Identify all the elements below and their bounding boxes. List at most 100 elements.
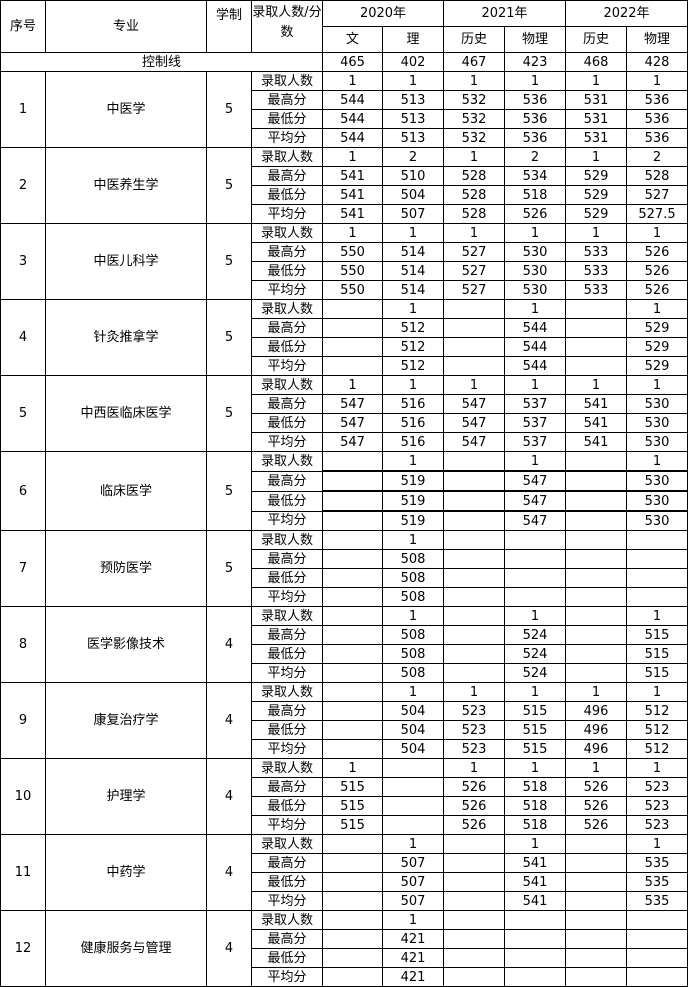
score-cell: 541 bbox=[322, 204, 383, 224]
score-cell: 526 bbox=[565, 777, 627, 797]
score-cell bbox=[443, 663, 505, 683]
row-no: 4 bbox=[0, 299, 46, 376]
header-no: 序号 bbox=[0, 0, 46, 53]
header-subject: 理 bbox=[382, 26, 444, 53]
score-cell bbox=[322, 872, 383, 892]
score-cell: 512 bbox=[382, 337, 444, 357]
header-year-2021: 2021年 bbox=[443, 0, 566, 27]
score-cell: 529 bbox=[626, 356, 688, 376]
score-cell: 523 bbox=[626, 815, 688, 835]
score-cell bbox=[322, 356, 383, 376]
row-major: 中医儿科学 bbox=[45, 223, 207, 300]
score-cell bbox=[382, 796, 444, 816]
table-row: 9 康复治疗学 4 录取人数 1 1 1 1 1 bbox=[0, 682, 688, 759]
score-cell: 530 bbox=[626, 490, 688, 512]
score-cell: 512 bbox=[626, 701, 688, 721]
row-metric-label: 录取人数 bbox=[251, 758, 323, 778]
score-cell: 547 bbox=[322, 394, 383, 414]
score-cell: 529 bbox=[565, 204, 627, 224]
score-cell: 516 bbox=[382, 394, 444, 414]
score-cell bbox=[443, 470, 505, 492]
score-cell: 530 bbox=[626, 470, 688, 492]
score-cell: 1 bbox=[565, 682, 627, 702]
row-metric-label: 录取人数 bbox=[251, 223, 323, 243]
score-cell: 524 bbox=[504, 663, 566, 683]
table-row: 平均分 508 524 515 bbox=[1, 663, 688, 683]
score-cell bbox=[443, 644, 505, 664]
score-cell: 527 bbox=[443, 261, 505, 281]
score-cell: 534 bbox=[504, 166, 566, 186]
row-years: 4 bbox=[206, 910, 252, 987]
row-no: 12 bbox=[0, 910, 46, 987]
score-cell: 536 bbox=[504, 109, 566, 129]
score-cell: 515 bbox=[504, 720, 566, 740]
score-cell bbox=[565, 510, 627, 531]
row-metric-label: 录取人数 bbox=[251, 834, 323, 854]
score-cell: 541 bbox=[504, 853, 566, 873]
score-cell: 512 bbox=[626, 720, 688, 740]
score-cell: 504 bbox=[382, 185, 444, 205]
header-row-subjects: 文 理 历史 物理 历史 物理 bbox=[1, 26, 688, 53]
score-cell: 516 bbox=[382, 432, 444, 452]
row-metric-label: 平均分 bbox=[251, 356, 323, 376]
score-cell: 523 bbox=[626, 796, 688, 816]
table-row: 平均分 550 514 527 530 533 526 bbox=[1, 280, 688, 300]
score-cell bbox=[626, 549, 688, 569]
header-year-2022: 2022年 bbox=[565, 0, 688, 27]
score-cell bbox=[504, 549, 566, 569]
table-row: 5 中西医临床医学 5 录取人数 1 1 1 1 1 1 bbox=[0, 375, 688, 452]
score-cell: 544 bbox=[322, 128, 383, 148]
score-cell: 508 bbox=[382, 587, 444, 607]
score-cell bbox=[443, 337, 505, 357]
score-cell: 1 bbox=[626, 299, 688, 319]
row-metric-label: 最高分 bbox=[251, 777, 323, 797]
score-cell: 507 bbox=[382, 872, 444, 892]
score-cell: 1 bbox=[504, 682, 566, 702]
row-years: 4 bbox=[206, 758, 252, 835]
score-cell: 547 bbox=[322, 432, 383, 452]
score-cell: 530 bbox=[504, 261, 566, 281]
score-cell: 1 bbox=[322, 223, 383, 243]
score-cell: 1 bbox=[565, 147, 627, 167]
score-cell: 1 bbox=[322, 147, 383, 167]
score-cell: 547 bbox=[504, 470, 566, 492]
score-cell bbox=[322, 510, 383, 531]
score-cell: 544 bbox=[322, 109, 383, 129]
row-metric-label: 平均分 bbox=[251, 891, 323, 911]
score-cell bbox=[504, 587, 566, 607]
score-cell: 1 bbox=[322, 758, 383, 778]
table-row: 平均分 547 516 547 537 541 530 bbox=[1, 432, 688, 452]
score-cell: 536 bbox=[504, 128, 566, 148]
score-cell: 1 bbox=[626, 223, 688, 243]
row-metric-label: 最低分 bbox=[251, 337, 323, 357]
score-cell: 508 bbox=[382, 644, 444, 664]
score-cell: 515 bbox=[504, 701, 566, 721]
row-metric-label: 最低分 bbox=[251, 720, 323, 740]
score-cell bbox=[322, 929, 383, 949]
score-cell: 421 bbox=[382, 929, 444, 949]
row-years: 5 bbox=[206, 451, 252, 531]
table-row: 2 中医养生学 5 录取人数 1 2 1 2 1 2 bbox=[0, 147, 688, 224]
score-cell bbox=[565, 530, 627, 550]
score-cell: 535 bbox=[626, 872, 688, 892]
score-cell: 527.5 bbox=[626, 204, 688, 224]
row-metric-label: 平均分 bbox=[251, 128, 323, 148]
table-row: 最高分 541 510 528 534 529 528 bbox=[1, 166, 688, 186]
row-years: 5 bbox=[206, 375, 252, 452]
score-cell: 1 bbox=[504, 606, 566, 626]
score-cell: 1 bbox=[626, 451, 688, 472]
score-cell: 512 bbox=[382, 318, 444, 338]
row-metric-label: 录取人数 bbox=[251, 530, 323, 550]
score-cell: 523 bbox=[443, 720, 505, 740]
score-cell: 514 bbox=[382, 261, 444, 281]
score-cell: 1 bbox=[443, 375, 505, 395]
score-cell: 529 bbox=[626, 337, 688, 357]
score-cell: 541 bbox=[322, 166, 383, 186]
table-row: 平均分 544 513 532 536 531 536 bbox=[1, 128, 688, 148]
score-cell: 1 bbox=[626, 758, 688, 778]
score-cell: 504 bbox=[382, 720, 444, 740]
row-major: 医学影像技术 bbox=[45, 606, 207, 683]
score-cell: 514 bbox=[382, 280, 444, 300]
score-cell: 1 bbox=[565, 223, 627, 243]
row-years: 5 bbox=[206, 147, 252, 224]
